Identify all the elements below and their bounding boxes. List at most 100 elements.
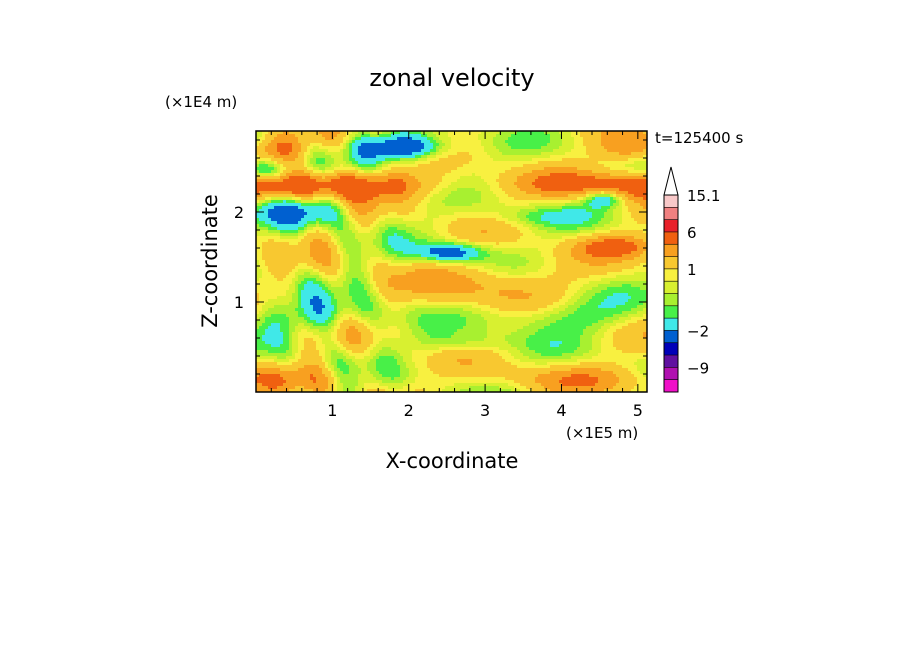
contour-cell bbox=[367, 236, 371, 240]
contour-cell bbox=[490, 158, 494, 162]
contour-cell bbox=[280, 155, 284, 159]
contour-cell bbox=[313, 227, 317, 231]
contour-cell bbox=[361, 239, 365, 243]
contour-cell bbox=[571, 167, 575, 171]
contour-cell bbox=[448, 236, 452, 240]
contour-cell bbox=[319, 200, 323, 204]
contour-cell bbox=[406, 233, 410, 237]
contour-cell bbox=[484, 230, 488, 234]
contour-cell bbox=[607, 194, 611, 198]
contour-cell bbox=[445, 206, 449, 210]
contour-cell bbox=[346, 173, 350, 177]
contour-cell bbox=[334, 158, 338, 162]
contour-cell bbox=[418, 185, 422, 189]
contour-cell bbox=[571, 137, 575, 141]
contour-cell bbox=[397, 146, 401, 150]
contour-cell bbox=[556, 137, 560, 141]
contour-cell bbox=[535, 221, 539, 225]
contour-cell bbox=[460, 134, 464, 138]
contour-cell bbox=[568, 215, 572, 219]
contour-cell bbox=[394, 149, 398, 153]
contour-cell bbox=[286, 188, 290, 192]
contour-cell bbox=[400, 140, 404, 144]
contour-cell bbox=[547, 239, 551, 243]
contour-cell bbox=[445, 203, 449, 207]
contour-cell bbox=[634, 176, 638, 180]
contour-cell bbox=[553, 155, 557, 159]
contour-cell bbox=[331, 194, 335, 198]
contour-cell bbox=[448, 188, 452, 192]
contour-cell bbox=[547, 143, 551, 147]
contour-cell bbox=[529, 182, 533, 186]
contour-cell bbox=[502, 143, 506, 147]
contour-cell bbox=[460, 212, 464, 216]
contour-cell bbox=[550, 194, 554, 198]
contour-cell bbox=[511, 176, 515, 180]
contour-cell bbox=[541, 134, 545, 138]
contour-cell bbox=[316, 176, 320, 180]
contour-cell bbox=[577, 227, 581, 231]
contour-cell bbox=[640, 167, 644, 171]
contour-cell bbox=[643, 191, 647, 195]
contour-cell bbox=[319, 131, 323, 135]
contour-cell bbox=[442, 209, 446, 213]
contour-cell bbox=[472, 206, 476, 210]
contour-cell bbox=[319, 206, 323, 210]
contour-cell bbox=[349, 182, 353, 186]
contour-cell bbox=[322, 167, 326, 171]
contour-cell bbox=[523, 227, 527, 231]
contour-cell bbox=[469, 209, 473, 213]
contour-cell bbox=[487, 167, 491, 171]
contour-cell bbox=[331, 200, 335, 204]
contour-cell bbox=[640, 191, 644, 195]
contour-cell bbox=[643, 215, 647, 219]
contour-cell bbox=[379, 221, 383, 225]
contour-cell bbox=[622, 206, 626, 210]
contour-cell bbox=[574, 176, 578, 180]
contour-cell bbox=[337, 224, 341, 228]
contour-cell bbox=[325, 140, 329, 144]
contour-cell bbox=[592, 137, 596, 141]
contour-cell bbox=[610, 146, 614, 150]
contour-cell bbox=[310, 188, 314, 192]
contour-cell bbox=[544, 146, 548, 150]
contour-cell bbox=[298, 158, 302, 162]
contour-cell bbox=[325, 194, 329, 198]
contour-cell bbox=[547, 218, 551, 222]
contour-cell bbox=[295, 182, 299, 186]
contour-cell bbox=[541, 227, 545, 231]
contour-cell bbox=[328, 155, 332, 159]
contour-cell bbox=[289, 185, 293, 189]
contour-cell bbox=[577, 137, 581, 141]
contour-cell bbox=[400, 170, 404, 174]
contour-cell bbox=[481, 170, 485, 174]
contour-cell bbox=[385, 191, 389, 195]
contour-cell bbox=[334, 140, 338, 144]
contour-cell bbox=[457, 233, 461, 237]
contour-cell bbox=[394, 209, 398, 213]
contour-cell bbox=[541, 191, 545, 195]
contour-cell bbox=[361, 137, 365, 141]
contour-cell bbox=[460, 143, 464, 147]
contour-cell bbox=[562, 176, 566, 180]
contour-cell bbox=[451, 137, 455, 141]
contour-cell bbox=[598, 230, 602, 234]
contour-cell bbox=[409, 143, 413, 147]
contour-cell bbox=[349, 164, 353, 168]
contour-cell bbox=[631, 194, 635, 198]
contour-cell bbox=[400, 212, 404, 216]
contour-cell bbox=[412, 233, 416, 237]
contour-cell bbox=[469, 206, 473, 210]
contour-cell bbox=[280, 143, 284, 147]
contour-cell bbox=[514, 206, 518, 210]
contour-cell bbox=[412, 137, 416, 141]
contour-cell bbox=[472, 179, 476, 183]
contour-cell bbox=[643, 203, 647, 207]
contour-cell bbox=[280, 194, 284, 198]
contour-cell bbox=[484, 146, 488, 150]
contour-cell bbox=[469, 188, 473, 192]
contour-cell bbox=[556, 197, 560, 201]
contour-cell bbox=[610, 227, 614, 231]
contour-cell bbox=[628, 188, 632, 192]
contour-cell bbox=[424, 203, 428, 207]
